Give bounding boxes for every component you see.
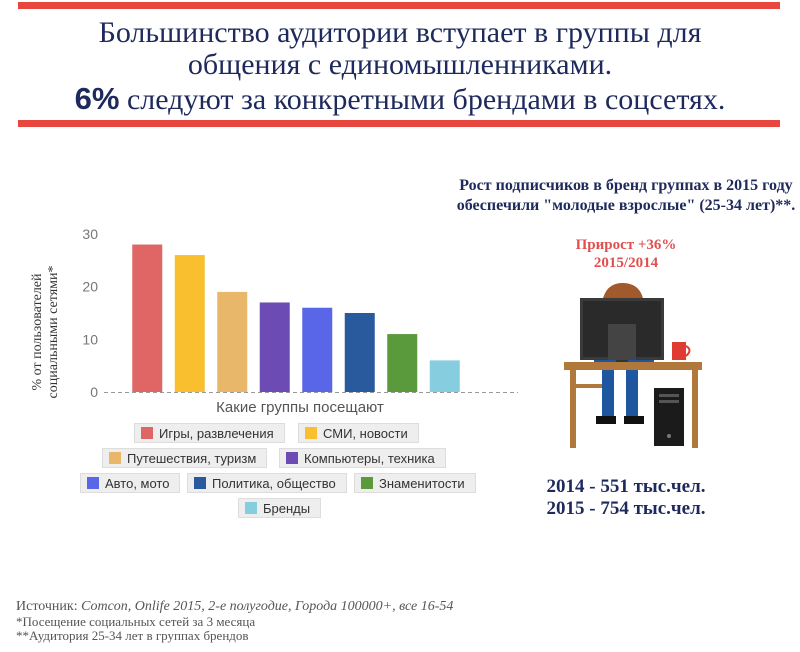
legend-swatch <box>305 427 317 439</box>
headline-line-3: 6% следуют за конкретными брендами в соц… <box>20 82 780 117</box>
headline-percent: 6% <box>74 81 120 116</box>
legend-swatch <box>194 477 206 489</box>
legend-item-media: СМИ, новости <box>298 423 419 443</box>
legend-swatch <box>109 452 121 464</box>
source-text: Comcon, Onlife 2015, 2-е полугодие, Горо… <box>81 599 454 614</box>
bar <box>259 302 290 392</box>
growth-label: Прирост +36% <box>575 237 677 253</box>
footnote-2: **Аудитория 25-34 лет в группах брендов <box>16 628 249 643</box>
bar <box>132 244 163 392</box>
y-tick-label: 20 <box>82 279 98 295</box>
legend-item-brands: Бренды <box>238 498 322 518</box>
right-panel-title: Рост подписчиков в бренд группах в 2015 … <box>456 177 796 214</box>
source-label: Источник: <box>16 599 78 614</box>
x-axis-label: Какие группы посещают <box>216 399 384 416</box>
top-accent-line <box>18 2 780 9</box>
legend-label: Знаменитости <box>379 476 465 491</box>
legend-swatch <box>141 427 153 439</box>
headline-line-2: общения с единомышленниками. <box>187 48 613 81</box>
legend-label: Игры, развлечения <box>159 426 274 441</box>
source-line: Источник: Comcon, Onlife 2015, 2-е полуг… <box>16 599 453 615</box>
legend-item-travel: Путешествия, туризм <box>102 448 268 468</box>
legend-item-games: Игры, развлечения <box>134 423 285 443</box>
y-tick-label: 10 <box>82 331 98 347</box>
legend-label: СМИ, новости <box>323 426 408 441</box>
legend-label: Путешествия, туризм <box>127 451 257 466</box>
y-tick-label: 0 <box>90 384 98 400</box>
legend-item-politics: Политика, общество <box>187 473 347 493</box>
y-axis-label: % от пользователей социальными сетями* <box>30 265 61 399</box>
legend-swatch <box>87 477 99 489</box>
legend-label: Компьютеры, техника <box>304 451 435 466</box>
stat-2014: 2014 - 551 тыс.чел. <box>546 476 706 497</box>
footnote-1: *Посещение социальных сетей за 3 месяца <box>16 614 256 629</box>
bar <box>429 360 460 392</box>
legend-label: Политика, общество <box>212 476 336 491</box>
legend-label: Бренды <box>263 501 311 516</box>
person-at-computer-illustration <box>564 282 702 448</box>
bar <box>174 255 205 392</box>
headline-line-1: Большинство аудитории вступает в группы … <box>98 16 702 49</box>
bar <box>387 334 418 392</box>
bottom-accent-line <box>18 120 780 127</box>
legend-item-auto: Авто, мото <box>80 473 181 493</box>
legend-item-celebrities: Знаменитости <box>354 473 476 493</box>
legend-swatch <box>286 452 298 464</box>
bar <box>217 291 248 392</box>
headline-line-3-rest: следуют за конкретными брендами в соцсет… <box>126 83 726 116</box>
bar <box>302 307 333 392</box>
legend-item-computers: Компьютеры, техника <box>279 448 446 468</box>
legend-label: Авто, мото <box>105 476 170 491</box>
bar <box>344 313 375 392</box>
growth-period: 2015/2014 <box>593 255 659 271</box>
stat-2015: 2015 - 754 тыс.чел. <box>546 498 706 519</box>
legend-swatch <box>245 502 257 514</box>
y-tick-label: 30 <box>82 226 98 242</box>
legend-swatch <box>361 477 373 489</box>
